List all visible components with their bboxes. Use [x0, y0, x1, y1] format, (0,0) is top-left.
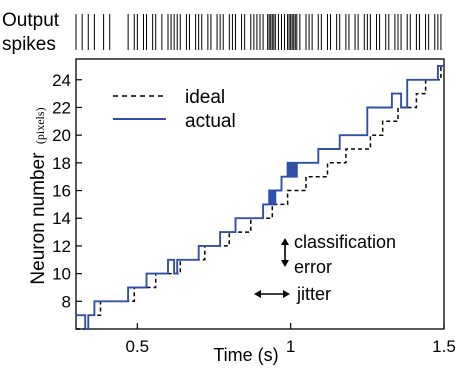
- x-tick-label: 0.5: [126, 337, 150, 356]
- x-ticks: 0.5 1 1.5: [126, 323, 456, 356]
- plot-frame: [75, 58, 445, 330]
- spikes-label-line-1: Output: [2, 10, 60, 31]
- legend-ideal-label: ideal: [185, 87, 225, 108]
- classification-label: classification: [294, 232, 396, 252]
- y-axis-label-unit: (pixels): [33, 107, 47, 144]
- y-tick-label: 14: [52, 209, 71, 228]
- y-tick-label: 12: [52, 237, 71, 256]
- y-tick-label: 10: [52, 265, 71, 284]
- error-label: error: [294, 257, 332, 277]
- y-axis-label: Neuron number (pixels): [28, 107, 49, 284]
- series-actual-line: [76, 64, 444, 330]
- y-tick-label: 8: [62, 292, 71, 311]
- arrow-down-icon: [281, 260, 289, 267]
- y-ticks: 8 10 12 14 16 18 20 22 24: [52, 71, 82, 311]
- y-tick-label: 24: [52, 71, 71, 90]
- output-spikes-raster: [75, 14, 442, 50]
- arrow-right-icon: [283, 290, 290, 298]
- jitter-annotation: jitter: [254, 284, 331, 304]
- classification-error-annotation: classification error: [281, 232, 396, 277]
- y-tick-label: 22: [52, 98, 71, 117]
- series-ideal-line: [76, 65, 444, 330]
- x-tick-label: 1.5: [432, 337, 456, 356]
- series-lines: [76, 64, 444, 330]
- legend: ideal actual: [113, 87, 236, 132]
- y-axis-label-main: Neuron number: [28, 152, 49, 285]
- spikes-label-line-2: spikes: [2, 34, 56, 55]
- x-tick-label: 1: [286, 337, 295, 356]
- y-tick-label: 20: [52, 126, 71, 145]
- x-axis-label: Time (s): [213, 345, 278, 365]
- y-tick-label: 16: [52, 182, 71, 201]
- y-tick-label: 18: [52, 154, 71, 173]
- legend-actual-label: actual: [185, 111, 236, 132]
- y-axis-label-group: Neuron number (pixels): [28, 107, 49, 284]
- jitter-label: jitter: [296, 284, 331, 304]
- arrow-up-icon: [281, 238, 289, 245]
- arrow-left-icon: [254, 290, 261, 298]
